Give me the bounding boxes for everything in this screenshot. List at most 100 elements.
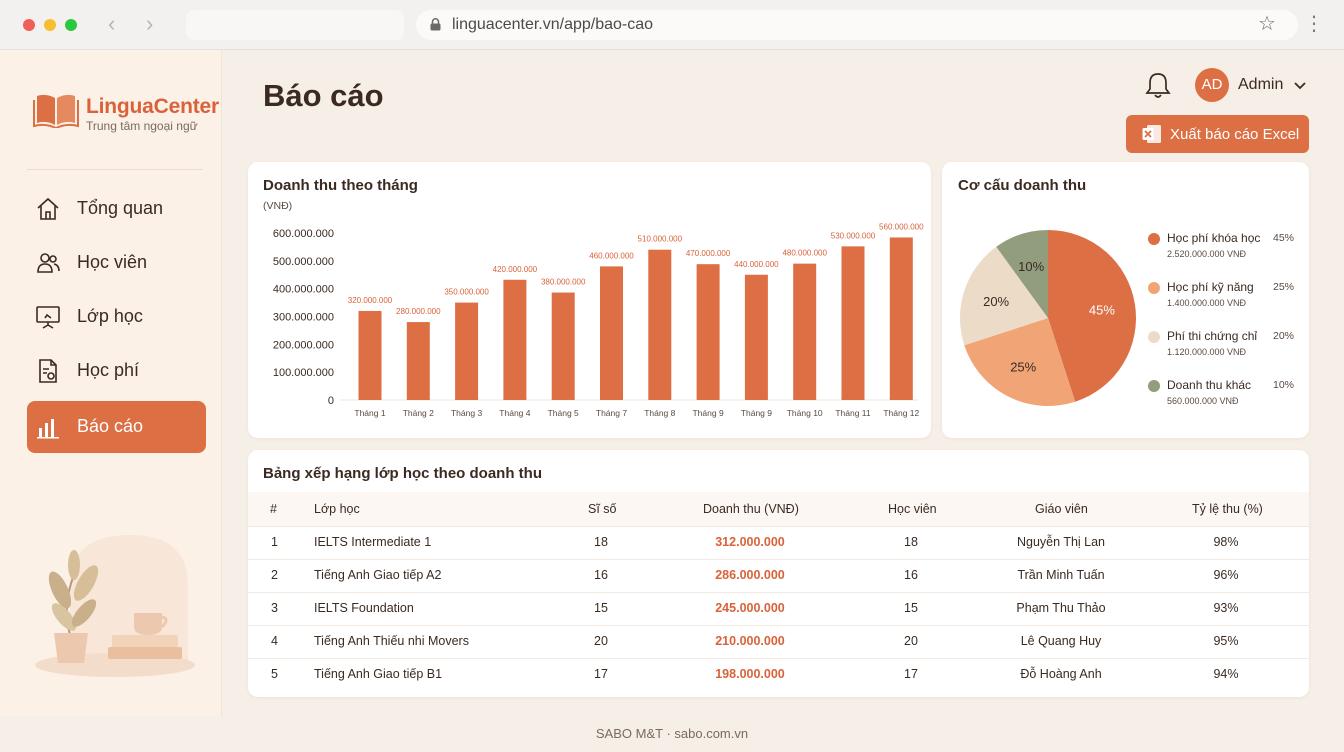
- column-header-collection-rate: Tỷ lệ thu (%): [1192, 502, 1263, 516]
- table-cell: 16: [594, 568, 608, 582]
- table-cell: 98%: [1213, 535, 1239, 549]
- sidebar-item-label: Học phí: [77, 360, 140, 380]
- table-cell: 2: [271, 568, 278, 582]
- notification-bell-icon[interactable]: [1145, 71, 1171, 99]
- bar-data-label: 350.000.000: [444, 288, 489, 297]
- table-cell: 1: [271, 535, 278, 549]
- sidebar-item-hoc-vien[interactable]: Học viên: [27, 237, 206, 289]
- sidebar-item-label: Tổng quan: [77, 198, 164, 218]
- bar: [406, 322, 430, 400]
- table-cell: Lê Quang Huy: [1020, 634, 1102, 648]
- bar: [889, 237, 913, 400]
- bar-chart-unit: (VNĐ): [263, 200, 293, 212]
- bar-data-label: 530.000.000: [831, 231, 876, 240]
- chart-icon: [37, 419, 59, 439]
- bookmark-star-icon[interactable]: ☆: [1258, 13, 1276, 35]
- browser-tab[interactable]: [186, 10, 404, 40]
- legend-swatch: [1148, 282, 1160, 294]
- table-cell: 17: [904, 667, 918, 681]
- x-tick-label: Tháng 9: [741, 408, 772, 418]
- table-cell: 96%: [1213, 568, 1239, 582]
- table-row[interactable]: [248, 592, 1309, 625]
- pie-slice: [996, 230, 1048, 318]
- table-cell: IELTS Foundation: [314, 601, 414, 615]
- legend-label: Học phí khóa học: [1167, 231, 1261, 245]
- table-cell: 20: [594, 634, 608, 648]
- lock-icon: [430, 18, 441, 31]
- x-tick-label: Tháng 3: [451, 408, 482, 418]
- chevron-down-icon[interactable]: [1294, 80, 1306, 90]
- export-excel-button[interactable]: Xuất báo cáo Excel: [1126, 115, 1309, 153]
- pie-slice: [1048, 230, 1136, 402]
- table-cell: IELTS Intermediate 1: [314, 535, 432, 549]
- legend-amount: 2.520.000.000 VNĐ: [1167, 249, 1247, 259]
- table-cell: 5: [271, 667, 278, 681]
- x-tick-label: Tháng 12: [883, 408, 919, 418]
- class-ranking-card: [248, 450, 1309, 697]
- legend-percent: 45%: [1273, 232, 1295, 244]
- table-cell: 198.000.000: [715, 667, 785, 681]
- legend-item: Học phí khóa học 2.520.000.000 VNĐ 45%: [1148, 231, 1298, 271]
- table-row[interactable]: [248, 526, 1309, 559]
- avatar[interactable]: AD: [1195, 68, 1229, 102]
- table-row[interactable]: [248, 658, 1309, 691]
- legend-percent: 20%: [1273, 330, 1295, 342]
- y-tick-label: 0: [328, 395, 334, 407]
- pie-slice: [964, 318, 1076, 406]
- legend-swatch: [1148, 331, 1160, 343]
- y-tick-label: 600.000.000: [273, 228, 334, 240]
- sidebar-item-lop-hoc[interactable]: Lớp học: [27, 291, 206, 343]
- bar: [793, 263, 817, 400]
- forward-arrow-icon[interactable]: ›: [146, 11, 154, 36]
- bar: [648, 249, 672, 400]
- url-text: linguacenter.vn/app/bao-cao: [452, 16, 654, 33]
- x-tick-label: Tháng 10: [787, 408, 823, 418]
- page-title: Báo cáo: [263, 78, 384, 113]
- sidebar-item-label: Báo cáo: [77, 416, 144, 436]
- maximize-window-button[interactable]: [65, 19, 77, 31]
- table-cell: 95%: [1213, 634, 1239, 648]
- user-name[interactable]: Admin: [1238, 76, 1284, 93]
- legend-percent: 10%: [1273, 379, 1295, 391]
- pie-slice-label: 25%: [1010, 360, 1036, 375]
- board-icon: [36, 306, 60, 329]
- table-cell: Nguyễn Thị Lan: [1016, 535, 1106, 549]
- pie-slice-label: 20%: [983, 294, 1009, 309]
- browser-menu-icon[interactable]: ⋮: [1304, 13, 1324, 35]
- pie-slice-label: 45%: [1089, 302, 1115, 317]
- table-cell: 18: [904, 535, 918, 549]
- bar-data-label: 510.000.000: [638, 235, 683, 244]
- excel-icon: [1142, 125, 1161, 143]
- table-row[interactable]: [248, 559, 1309, 592]
- y-tick-label: 200.000.000: [273, 339, 334, 351]
- sidebar-item-bao-cao[interactable]: Báo cáo: [27, 401, 206, 453]
- sidebar-item-tong-quan[interactable]: Tổng quan: [27, 183, 206, 235]
- x-tick-label: Tháng 4: [499, 408, 530, 418]
- sidebar-item-label: Lớp học: [77, 306, 143, 326]
- legend-label: Doanh thu khác: [1167, 378, 1252, 392]
- column-header-teacher: Giáo viên: [1035, 502, 1088, 516]
- legend-amount: 1.400.000.000 VNĐ: [1167, 298, 1247, 308]
- brand-name: LinguaCenter: [86, 95, 219, 118]
- table-row[interactable]: [248, 625, 1309, 658]
- back-arrow-icon[interactable]: ‹: [108, 11, 116, 36]
- footer: SABO M&T · sabo.com.vn: [0, 716, 1344, 752]
- table-cell: 312.000.000: [715, 535, 785, 549]
- bar: [744, 274, 768, 400]
- bar-data-label: 280.000.000: [396, 307, 441, 316]
- table-cell: 20: [904, 634, 918, 648]
- invoice-icon: [39, 359, 57, 383]
- legend-item: Học phí kỹ năng 1.400.000.000 VNĐ 25%: [1148, 280, 1298, 320]
- bar-data-label: 470.000.000: [686, 249, 731, 258]
- table-cell: 210.000.000: [715, 634, 785, 648]
- legend-amount: 1.120.000.000 VNĐ: [1167, 347, 1247, 357]
- minimize-window-button[interactable]: [44, 19, 56, 31]
- close-window-button[interactable]: [23, 19, 35, 31]
- table-cell: 286.000.000: [715, 568, 785, 582]
- table-cell: 245.000.000: [715, 601, 785, 615]
- table-cell: 17: [594, 667, 608, 681]
- legend-item: Doanh thu khác 560.000.000 VNĐ 10%: [1148, 378, 1298, 418]
- sidebar-item-hoc-phi[interactable]: Học phí: [27, 345, 206, 397]
- address-bar[interactable]: linguacenter.vn/app/bao-cao: [416, 10, 1298, 40]
- x-tick-label: Tháng 8: [644, 408, 675, 418]
